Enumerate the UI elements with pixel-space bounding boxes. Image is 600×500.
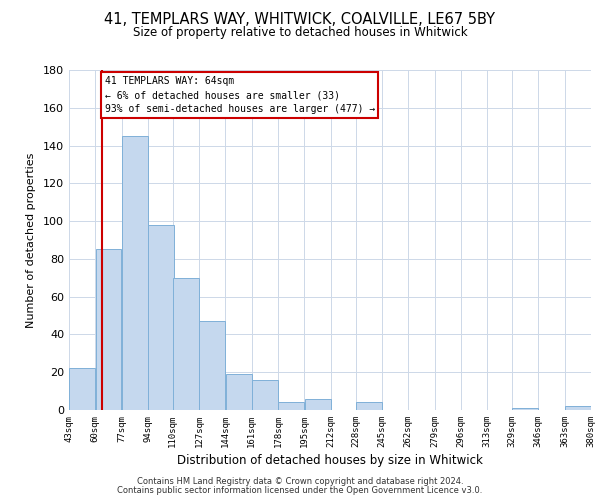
Bar (95, 250, 121, 410)
Bar (122, 136, 148, 410)
Text: Size of property relative to detached houses in Whitwick: Size of property relative to detached ho… (133, 26, 467, 39)
Y-axis label: Number of detached properties: Number of detached properties (26, 152, 36, 328)
Bar (148, 225, 174, 410)
Text: 41 TEMPLARS WAY: 64sqm
← 6% of detached houses are smaller (33)
93% of semi-deta: 41 TEMPLARS WAY: 64sqm ← 6% of detached … (104, 76, 375, 114)
Bar (565, 406, 591, 410)
Text: 41, TEMPLARS WAY, WHITWICK, COALVILLE, LE67 5BY: 41, TEMPLARS WAY, WHITWICK, COALVILLE, L… (104, 12, 496, 28)
Bar (252, 380, 278, 410)
Bar (199, 321, 225, 410)
Bar (356, 402, 382, 410)
Text: Contains HM Land Registry data © Crown copyright and database right 2024.: Contains HM Land Registry data © Crown c… (137, 477, 463, 486)
X-axis label: Distribution of detached houses by size in Whitwick: Distribution of detached houses by size … (177, 454, 483, 467)
Bar (512, 408, 538, 410)
Bar (69, 368, 95, 410)
Bar (226, 374, 251, 410)
Bar (305, 398, 331, 410)
Bar (173, 278, 199, 410)
Text: Contains public sector information licensed under the Open Government Licence v3: Contains public sector information licen… (118, 486, 482, 495)
Bar (278, 402, 304, 410)
